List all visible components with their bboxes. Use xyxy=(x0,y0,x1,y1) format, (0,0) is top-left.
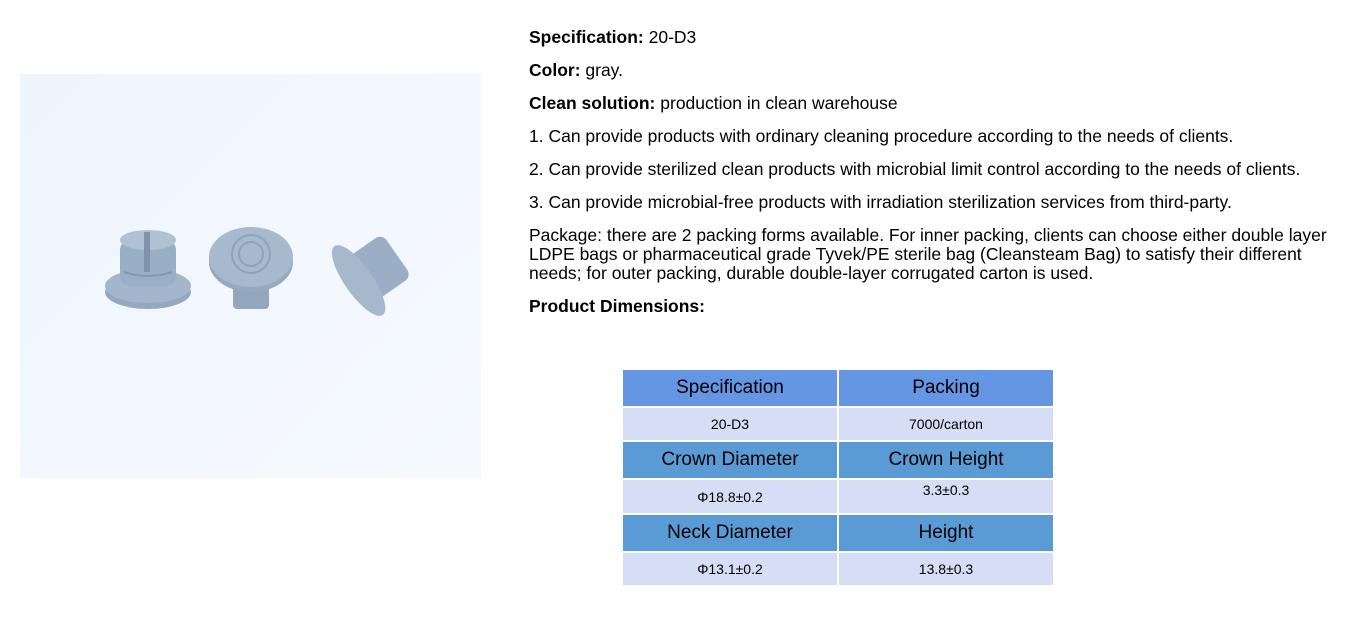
table-cell: 13.8±0.3 xyxy=(837,551,1055,587)
table-row: 20-D3 7000/carton xyxy=(621,406,1055,442)
rubber-stoppers-illustration xyxy=(105,227,409,316)
product-details: Specification: 20-D3 Color: gray. Clean … xyxy=(529,28,1349,330)
specification-line: Specification: 20-D3 xyxy=(529,27,697,47)
package-paragraph: Package: there are 2 packing forms avail… xyxy=(529,225,1327,283)
table-header-row: Specification Packing xyxy=(621,368,1055,408)
dimensions-heading: Product Dimensions: xyxy=(529,296,705,316)
clean-solution-line: Clean solution: production in clean ware… xyxy=(529,93,898,113)
feature-item: 2. Can provide sterilized clean products… xyxy=(529,159,1301,179)
table-cell: Crown Diameter xyxy=(621,440,839,480)
table-header-row: Neck Diameter Height xyxy=(621,513,1055,553)
dimensions-table: Specification Packing 20-D3 7000/carton … xyxy=(621,368,1055,587)
table-row: Φ13.1±0.2 13.8±0.3 xyxy=(621,551,1055,587)
table-cell: 20-D3 xyxy=(621,406,839,442)
color-line: Color: gray. xyxy=(529,60,623,80)
feature-item: 1. Can provide products with ordinary cl… xyxy=(529,126,1234,146)
table-row: Φ18.8±0.2 3.3±0.3 xyxy=(621,478,1055,515)
table-cell: Φ13.1±0.2 xyxy=(621,551,839,587)
product-image xyxy=(20,74,481,478)
table-header-row: Crown Diameter Crown Height xyxy=(621,440,1055,480)
table-cell: Height xyxy=(837,513,1055,553)
table-cell: Specification xyxy=(621,368,839,408)
table-cell: Neck Diameter xyxy=(621,513,839,553)
table-cell: Φ18.8±0.2 xyxy=(621,478,839,515)
table-cell: 7000/carton xyxy=(837,406,1055,442)
feature-item: 3. Can provide microbial-free products w… xyxy=(529,192,1232,212)
table-cell: 3.3±0.3 xyxy=(837,478,1055,515)
table-cell: Packing xyxy=(837,368,1055,408)
table-cell: Crown Height xyxy=(837,440,1055,480)
